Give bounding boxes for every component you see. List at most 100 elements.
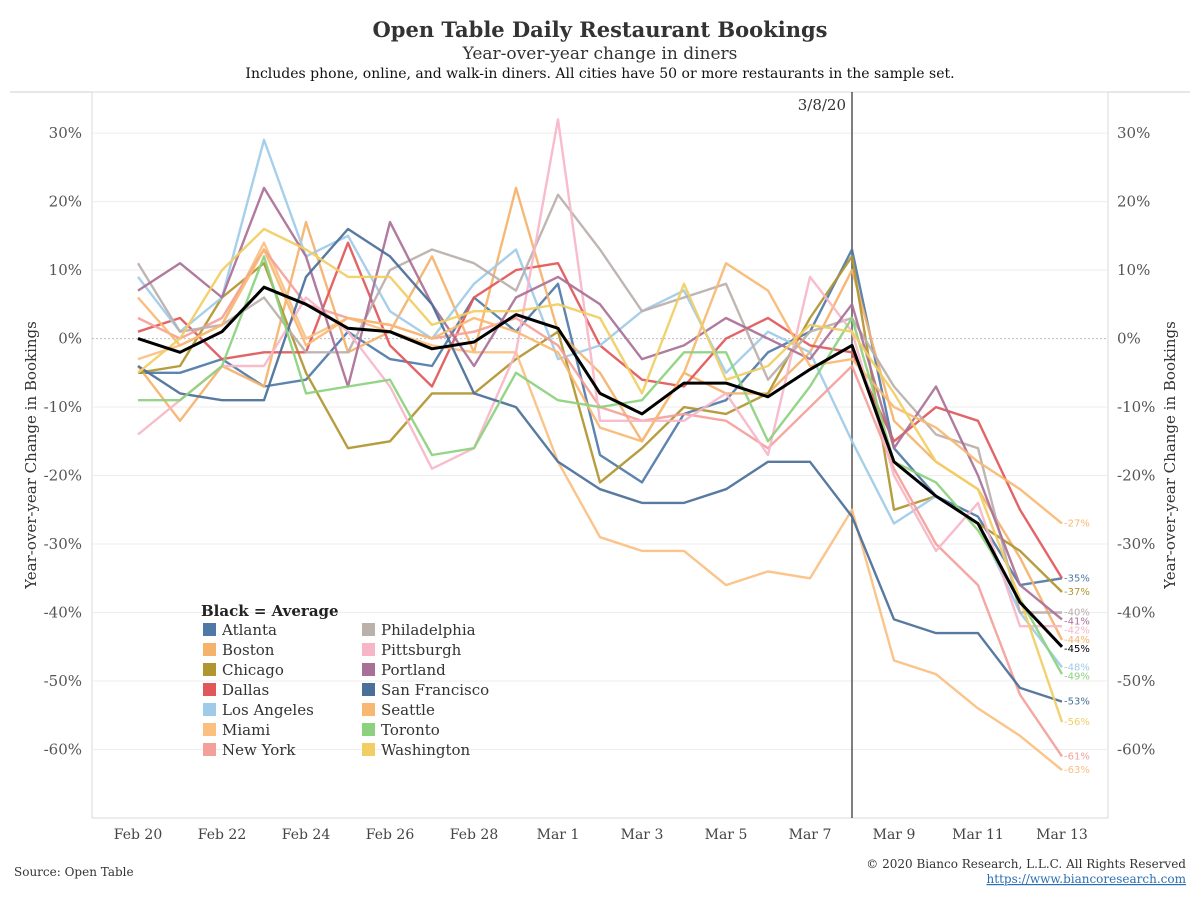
legend-swatch bbox=[203, 743, 216, 756]
series-line bbox=[138, 255, 1064, 675]
x-tick: Feb 26 bbox=[366, 827, 415, 843]
series-line bbox=[137, 241, 1063, 772]
legend-swatch bbox=[203, 683, 216, 696]
series-line bbox=[137, 255, 1063, 593]
plot-frame bbox=[91, 91, 1109, 819]
legend-title: Black = Average bbox=[201, 602, 339, 620]
y-tick-left: -60% bbox=[44, 741, 82, 759]
legend-label: San Francisco bbox=[381, 681, 489, 699]
legend-swatch bbox=[362, 643, 375, 656]
series-lines bbox=[136, 118, 1064, 772]
legend-label: Seattle bbox=[381, 701, 435, 719]
x-tick: Feb 24 bbox=[282, 827, 331, 843]
end-labels: -27% -35% -37% -40%-41%-42%-44%-45% -48%-49%… bbox=[1064, 518, 1090, 776]
legend-label: Philadelphia bbox=[381, 621, 476, 639]
x-tick: Mar 5 bbox=[705, 827, 748, 843]
y-tick-right: -40% bbox=[1117, 604, 1155, 622]
legend-label: Boston bbox=[222, 641, 275, 659]
legend-swatch bbox=[362, 663, 375, 676]
y-tick-left: 10% bbox=[49, 261, 82, 279]
y-tick-right: -60% bbox=[1117, 741, 1155, 759]
x-tick: Mar 3 bbox=[621, 827, 664, 843]
y-tick-left: -20% bbox=[44, 467, 82, 485]
end-label: -53% bbox=[1064, 697, 1090, 708]
end-label: -40% bbox=[1064, 608, 1090, 619]
average-line bbox=[137, 285, 1064, 648]
chart-note: Includes phone, online, and walk-in dine… bbox=[245, 66, 954, 82]
x-tick: Mar 11 bbox=[952, 827, 1004, 843]
legend-swatch bbox=[362, 703, 375, 716]
end-label: -35% bbox=[1064, 573, 1090, 584]
chart-title: Open Table Daily Restaurant Bookings bbox=[373, 17, 828, 42]
legend-label: Pittsburgh bbox=[381, 641, 462, 659]
series-line bbox=[137, 227, 1064, 723]
y-tick-left: 30% bbox=[49, 124, 82, 142]
end-label: -27% bbox=[1064, 518, 1090, 529]
legend-swatch bbox=[203, 723, 216, 736]
legend-label: Atlanta bbox=[221, 621, 277, 639]
series-line bbox=[136, 193, 1062, 614]
source-note: Source: Open Table bbox=[14, 865, 134, 879]
y-tick-right: -50% bbox=[1117, 672, 1155, 690]
legend-label: Washington bbox=[381, 741, 471, 759]
end-label: -56% bbox=[1064, 717, 1090, 728]
x-tick: Feb 20 bbox=[114, 827, 162, 843]
y-axis-label-left: Year-over-year Change in Bookings bbox=[22, 321, 40, 590]
y-tick-left: -30% bbox=[44, 535, 82, 553]
x-tick: Mar 13 bbox=[1036, 827, 1088, 843]
end-label: -63% bbox=[1064, 765, 1090, 776]
legend-swatch bbox=[362, 723, 375, 736]
legend-swatch bbox=[362, 623, 375, 636]
legend-swatch bbox=[203, 643, 216, 656]
end-label: -61% bbox=[1064, 751, 1090, 762]
x-tick: Mar 9 bbox=[873, 827, 916, 843]
y-tick-left: -40% bbox=[44, 604, 82, 622]
end-label: -41% bbox=[1064, 617, 1090, 628]
y-tick-right: -20% bbox=[1117, 467, 1155, 485]
legend-label: Portland bbox=[381, 661, 446, 679]
y-tick-right: 10% bbox=[1117, 261, 1150, 279]
y-tick-labels: 30% 30% 20% 20% 10% 10% 0% 0% -10% -10% -20% -20% -3… bbox=[44, 124, 1156, 758]
legend-swatch bbox=[362, 743, 375, 756]
x-tick: Mar 1 bbox=[537, 827, 580, 843]
legend-label: Toronto bbox=[381, 721, 440, 739]
y-tick-right: 0% bbox=[1117, 330, 1141, 348]
x-tick: Feb 28 bbox=[450, 827, 498, 843]
y-tick-right: -30% bbox=[1117, 535, 1155, 553]
end-label: -37% bbox=[1064, 587, 1090, 598]
legend-label: Chicago bbox=[222, 661, 284, 679]
event-label: 3/8/20 bbox=[798, 96, 846, 114]
legend: Black = Average Atlanta Boston Chicago Dall… bbox=[201, 602, 489, 759]
legend-label: Los Angeles bbox=[222, 701, 314, 719]
legend-swatch bbox=[203, 663, 216, 676]
end-label: -48% bbox=[1064, 662, 1090, 673]
legend-label: New York bbox=[222, 741, 296, 759]
y-tick-right: -10% bbox=[1117, 398, 1155, 416]
copyright-note: © 2020 Bianco Research, L.L.C. All Right… bbox=[866, 857, 1186, 871]
end-label: -44% bbox=[1064, 635, 1090, 646]
series-line bbox=[137, 186, 1063, 621]
y-tick-left: 20% bbox=[49, 193, 82, 211]
end-label: -49% bbox=[1064, 671, 1090, 682]
legend-label: Dallas bbox=[222, 681, 269, 699]
website-link[interactable]: https://www.biancoresearch.com bbox=[987, 872, 1187, 886]
legend-swatch bbox=[203, 703, 216, 716]
series-line bbox=[138, 248, 1063, 587]
end-label: -42% bbox=[1064, 626, 1090, 637]
grid-layer bbox=[92, 132, 1108, 751]
x-tick: Mar 7 bbox=[789, 827, 832, 843]
x-tick: Feb 22 bbox=[198, 827, 246, 843]
series-line bbox=[137, 227, 1063, 703]
y-tick-right: 20% bbox=[1117, 193, 1150, 211]
x-tick-labels: Feb 20 Feb 22 Feb 24 Feb 26 Feb 28 Mar 1 Mar 3… bbox=[114, 827, 1088, 843]
legend-label: Miami bbox=[222, 721, 270, 739]
y-tick-right: 30% bbox=[1117, 124, 1150, 142]
y-tick-left: -50% bbox=[44, 672, 82, 690]
end-label: -45% bbox=[1064, 644, 1090, 655]
series-line bbox=[137, 186, 1064, 641]
average-line-group bbox=[137, 285, 1064, 648]
y-axis-label-right: Year-over-year Change in Bookings bbox=[1161, 321, 1179, 590]
y-tick-left: 0% bbox=[58, 330, 82, 348]
event-marker: 3/8/20 bbox=[798, 92, 853, 818]
